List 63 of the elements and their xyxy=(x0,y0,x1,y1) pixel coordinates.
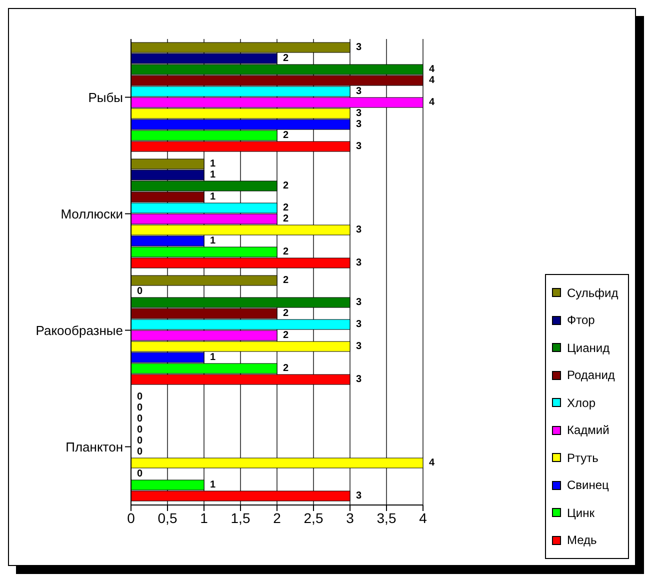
data-label: 2 xyxy=(283,330,289,341)
x-tick-label: 3 xyxy=(346,510,354,526)
legend-label: Кадмий xyxy=(567,423,610,438)
x-tick-label: 2,5 xyxy=(304,510,324,526)
legend-label: Медь xyxy=(567,533,597,548)
data-label: 3 xyxy=(356,296,362,308)
x-tick-label: 1,5 xyxy=(230,510,250,526)
x-tick-label: 2 xyxy=(273,510,282,526)
x-tick-label: 0,5 xyxy=(158,510,178,526)
data-label: 3 xyxy=(356,42,362,53)
legend-label: Роданид xyxy=(567,368,615,382)
data-label: 3 xyxy=(356,490,362,502)
data-label: 4 xyxy=(429,64,435,75)
data-label: 3 xyxy=(356,374,362,385)
y-tick-label: Ракообразные xyxy=(36,322,123,338)
data-label: 4 xyxy=(429,457,435,468)
y-tick-label: Моллюски xyxy=(60,206,123,222)
x-tick-label: 1 xyxy=(200,510,208,526)
data-label: 0 xyxy=(137,446,144,458)
data-label: 3 xyxy=(356,340,362,352)
x-tick-label: 4 xyxy=(419,510,428,526)
data-label: 3 xyxy=(356,257,362,268)
y-tick-label: Планктон xyxy=(66,439,123,454)
data-label: 0 xyxy=(137,402,144,414)
legend-label: Сульфид xyxy=(567,286,618,300)
x-tick-label: 0 xyxy=(127,510,136,526)
data-label: 2 xyxy=(283,246,289,258)
data-label: 2 xyxy=(283,213,289,224)
y-tick-label: Рыбы xyxy=(88,90,123,105)
data-label: 4 xyxy=(429,96,435,108)
data-label: 1 xyxy=(210,158,216,170)
data-label: 3 xyxy=(356,86,362,97)
data-label: 0 xyxy=(137,413,144,424)
legend-label: Ртуть xyxy=(567,450,598,465)
data-label: 0 xyxy=(137,391,144,402)
data-label: 0 xyxy=(137,286,144,297)
data-label: 3 xyxy=(356,118,362,130)
data-label: 2 xyxy=(283,362,289,374)
data-label: 2 xyxy=(283,308,289,319)
data-label: 1 xyxy=(210,352,216,363)
data-label: 0 xyxy=(137,468,144,480)
data-label: 0 xyxy=(137,435,144,446)
data-label: 3 xyxy=(356,318,362,330)
legend-label: Цинк xyxy=(567,506,594,520)
data-label: 2 xyxy=(283,180,289,192)
data-label: 4 xyxy=(429,74,435,86)
data-label: 1 xyxy=(210,169,216,180)
legend-label: Хлор xyxy=(567,396,596,410)
data-label: 2 xyxy=(283,202,289,214)
legend-label: Цианид xyxy=(567,340,610,355)
x-tick-label: 3,5 xyxy=(376,510,396,526)
data-label: 2 xyxy=(283,130,289,141)
data-label: 3 xyxy=(356,140,362,152)
data-label: 2 xyxy=(283,274,289,286)
data-label: 2 xyxy=(283,52,289,64)
legend-label: Свинец xyxy=(567,478,609,492)
data-label: 0 xyxy=(137,424,144,436)
data-label: 1 xyxy=(210,235,216,246)
data-label: 3 xyxy=(356,108,362,119)
legend-label: Фтор xyxy=(567,313,595,328)
data-label: 3 xyxy=(356,224,362,236)
data-label: 1 xyxy=(210,479,216,490)
data-label: 1 xyxy=(210,191,216,202)
